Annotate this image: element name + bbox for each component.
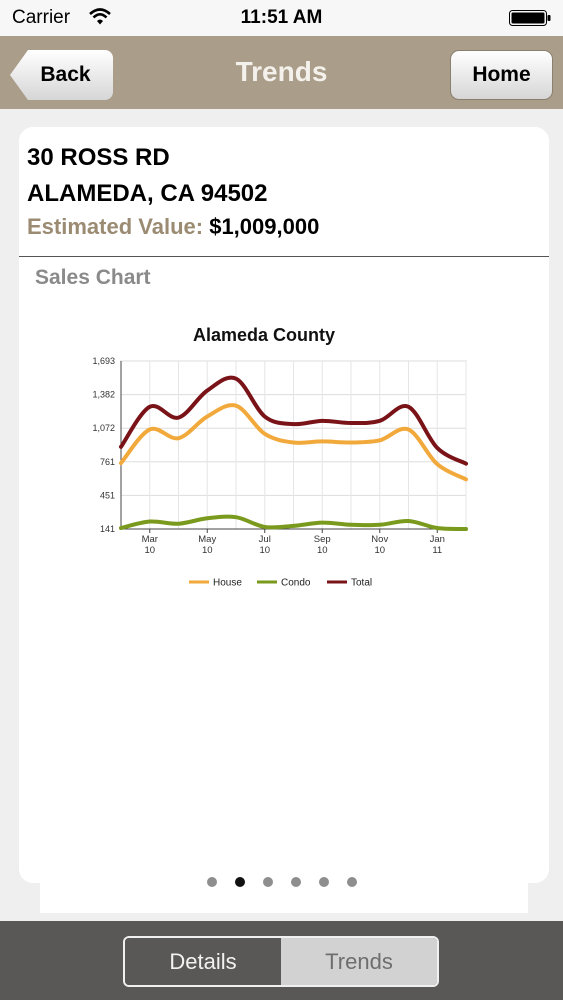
y-tick-label: 1,382 xyxy=(92,390,115,400)
x-tick-label: Sep xyxy=(314,534,331,545)
page-title: Trends xyxy=(235,56,328,87)
chart-title: Alameda County xyxy=(193,325,335,345)
address-line-1: 30 ROSS RD xyxy=(27,144,170,171)
sales-chart: Alameda County 1,6931,3821,072761451141 … xyxy=(92,325,468,589)
page-dot[interactable] xyxy=(235,877,245,887)
y-tick-label: 451 xyxy=(100,490,115,500)
legend-label-total: Total xyxy=(351,578,372,589)
page-dot[interactable] xyxy=(263,877,273,887)
page-dot[interactable] xyxy=(207,877,217,887)
series-line-condo xyxy=(119,514,468,531)
x-tick-label: May xyxy=(198,534,216,545)
home-button[interactable]: Home xyxy=(450,50,553,100)
page-dot[interactable] xyxy=(291,877,301,887)
legend-label-condo: Condo xyxy=(281,578,311,589)
x-tick-label: 10 xyxy=(259,545,270,556)
x-tick-label: 11 xyxy=(432,545,442,556)
back-button[interactable]: Back xyxy=(10,50,113,100)
legend-label-house: House xyxy=(213,578,242,589)
estimated-value-label: Estimated Value: xyxy=(27,214,204,239)
page-dot[interactable] xyxy=(319,877,329,887)
estimated-value-row: Estimated Value: $1,009,000 xyxy=(27,214,319,240)
page-dot[interactable] xyxy=(347,877,357,887)
tab-trends[interactable]: Trends xyxy=(281,938,437,985)
x-tick-label: 10 xyxy=(317,545,328,556)
x-tick-label: Mar xyxy=(142,534,158,545)
x-tick-label: Jul xyxy=(259,534,271,545)
segmented-control: Details Trends xyxy=(123,936,439,987)
y-tick-label: 141 xyxy=(100,524,115,534)
series-line-total xyxy=(119,375,468,466)
x-tick-label: 10 xyxy=(202,545,213,556)
x-tick-label: Jan xyxy=(430,534,445,545)
address-line-2: ALAMEDA, CA 94502 xyxy=(27,180,268,207)
clock-time: 11:51 AM xyxy=(240,7,323,28)
y-tick-label: 761 xyxy=(100,457,115,467)
status-bar: Carrier 11:51 AM xyxy=(0,0,563,36)
wifi-icon xyxy=(89,8,111,25)
tab-details[interactable]: Details xyxy=(125,938,281,985)
section-title: Sales Chart xyxy=(35,266,151,289)
y-tick-label: 1,072 xyxy=(92,423,115,433)
x-tick-label: 10 xyxy=(144,545,155,556)
y-tick-label: 1,693 xyxy=(92,356,115,366)
divider xyxy=(19,256,549,257)
navigation-bar: Back Trends Home xyxy=(0,36,563,109)
card-footer-strip xyxy=(40,880,528,913)
series-line-house xyxy=(119,403,468,482)
x-tick-label: Nov xyxy=(371,534,388,545)
estimated-value: $1,009,000 xyxy=(209,214,320,239)
bottom-toolbar: Details Trends xyxy=(0,921,563,1000)
carrier-label: Carrier xyxy=(12,7,71,28)
property-card: 30 ROSS RD ALAMEDA, CA 94502 Estimated V… xyxy=(19,127,549,887)
x-tick-label: 10 xyxy=(374,545,385,556)
battery-icon xyxy=(509,10,551,26)
